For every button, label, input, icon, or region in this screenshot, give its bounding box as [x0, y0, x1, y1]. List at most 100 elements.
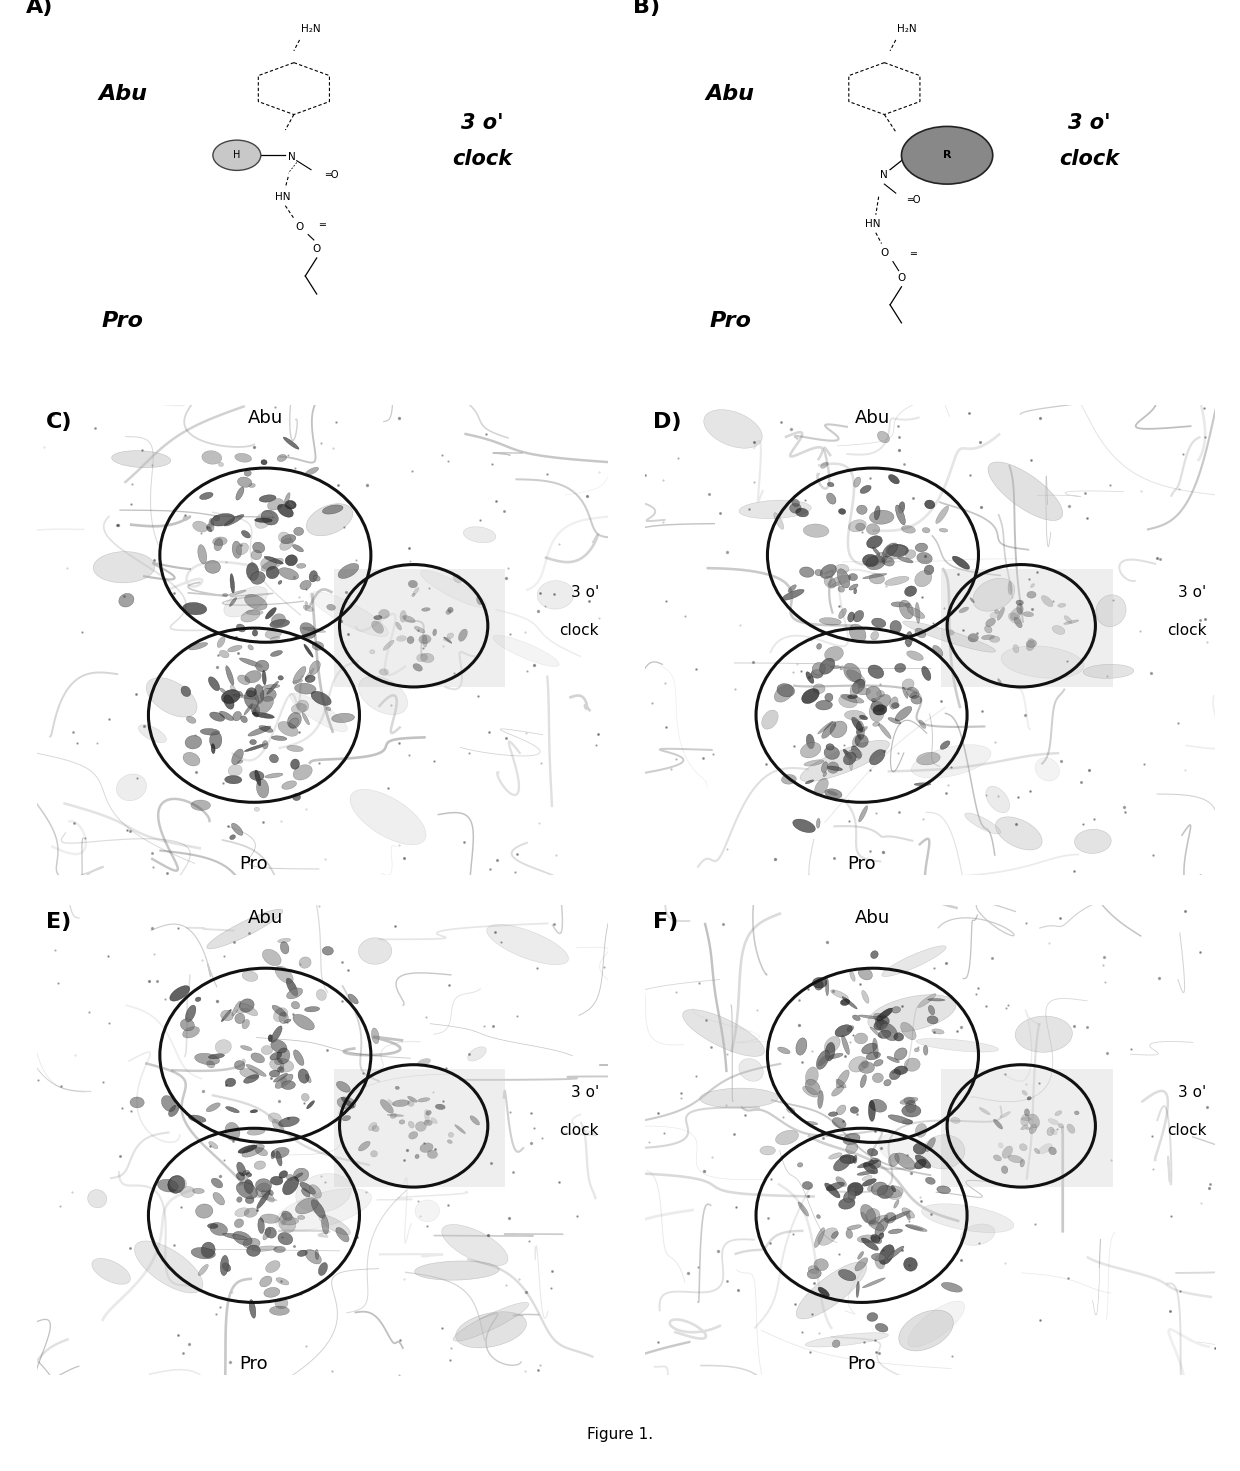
Ellipse shape — [186, 716, 196, 724]
Ellipse shape — [262, 510, 278, 525]
Ellipse shape — [255, 1183, 270, 1197]
Ellipse shape — [326, 605, 336, 610]
Ellipse shape — [202, 450, 222, 465]
Ellipse shape — [229, 834, 236, 840]
Ellipse shape — [833, 1156, 851, 1171]
Ellipse shape — [278, 581, 281, 584]
Ellipse shape — [928, 1016, 939, 1024]
Ellipse shape — [806, 734, 815, 749]
Text: N: N — [288, 152, 296, 162]
Ellipse shape — [873, 722, 879, 727]
Ellipse shape — [1055, 1111, 1061, 1115]
Ellipse shape — [279, 568, 299, 580]
Text: 3 o': 3 o' — [461, 113, 503, 132]
Ellipse shape — [228, 646, 242, 652]
Ellipse shape — [837, 1105, 846, 1115]
Ellipse shape — [228, 765, 242, 777]
Ellipse shape — [226, 1078, 236, 1087]
Ellipse shape — [925, 500, 935, 509]
Ellipse shape — [1029, 1124, 1037, 1134]
Ellipse shape — [910, 691, 916, 697]
Ellipse shape — [870, 1234, 880, 1243]
Ellipse shape — [1028, 638, 1034, 643]
Ellipse shape — [269, 755, 279, 763]
Ellipse shape — [918, 993, 936, 1008]
Ellipse shape — [915, 1124, 926, 1137]
Ellipse shape — [195, 997, 201, 1002]
Ellipse shape — [806, 672, 813, 684]
Ellipse shape — [879, 1133, 921, 1164]
Ellipse shape — [249, 1299, 255, 1318]
Ellipse shape — [232, 1002, 241, 1016]
Ellipse shape — [852, 718, 863, 731]
Ellipse shape — [925, 1177, 935, 1184]
Ellipse shape — [1021, 1125, 1028, 1130]
Ellipse shape — [269, 1058, 294, 1072]
Ellipse shape — [1028, 1114, 1039, 1128]
Ellipse shape — [310, 591, 388, 637]
Ellipse shape — [305, 1249, 321, 1264]
Text: ═: ═ — [910, 250, 916, 259]
Ellipse shape — [211, 513, 234, 527]
Ellipse shape — [298, 1215, 305, 1219]
Ellipse shape — [192, 1189, 205, 1193]
Ellipse shape — [208, 519, 215, 531]
Ellipse shape — [739, 1059, 764, 1081]
Ellipse shape — [262, 1190, 274, 1202]
Ellipse shape — [408, 580, 418, 588]
Ellipse shape — [226, 1106, 239, 1112]
Ellipse shape — [279, 533, 290, 544]
Ellipse shape — [262, 671, 267, 685]
Ellipse shape — [802, 1086, 818, 1097]
Ellipse shape — [861, 1212, 868, 1222]
Ellipse shape — [233, 694, 257, 699]
Ellipse shape — [878, 431, 889, 443]
Ellipse shape — [924, 565, 934, 575]
Ellipse shape — [263, 1228, 270, 1240]
Ellipse shape — [879, 1244, 894, 1265]
Ellipse shape — [1030, 584, 1034, 587]
Ellipse shape — [869, 574, 884, 584]
Ellipse shape — [900, 1022, 916, 1040]
Ellipse shape — [208, 1053, 224, 1059]
Ellipse shape — [866, 1209, 880, 1224]
Ellipse shape — [210, 712, 224, 721]
Text: Abu: Abu — [856, 909, 890, 927]
Ellipse shape — [821, 462, 828, 468]
Ellipse shape — [862, 1043, 877, 1053]
Ellipse shape — [201, 728, 219, 736]
Ellipse shape — [898, 556, 913, 563]
Ellipse shape — [874, 506, 880, 519]
Ellipse shape — [254, 1161, 265, 1169]
Ellipse shape — [807, 1269, 821, 1278]
Ellipse shape — [269, 1071, 280, 1077]
Ellipse shape — [870, 1236, 882, 1244]
Ellipse shape — [941, 1283, 962, 1292]
Ellipse shape — [255, 1196, 277, 1200]
Ellipse shape — [267, 681, 279, 694]
Ellipse shape — [281, 534, 296, 544]
Ellipse shape — [861, 1075, 867, 1087]
Ellipse shape — [868, 665, 884, 678]
Ellipse shape — [899, 600, 914, 619]
Ellipse shape — [816, 1215, 821, 1218]
Ellipse shape — [322, 946, 334, 955]
Text: clock: clock — [1167, 1124, 1207, 1139]
Ellipse shape — [417, 653, 428, 662]
Ellipse shape — [863, 574, 887, 578]
Ellipse shape — [419, 634, 432, 644]
Ellipse shape — [835, 565, 849, 574]
Ellipse shape — [244, 671, 262, 683]
Ellipse shape — [237, 624, 246, 633]
Ellipse shape — [222, 594, 228, 596]
Ellipse shape — [216, 1040, 232, 1053]
Ellipse shape — [206, 1103, 221, 1112]
Ellipse shape — [264, 1287, 280, 1297]
Ellipse shape — [921, 1203, 1014, 1233]
Ellipse shape — [304, 644, 312, 658]
Ellipse shape — [146, 678, 197, 716]
Ellipse shape — [841, 999, 849, 1006]
Ellipse shape — [239, 1003, 258, 1016]
Ellipse shape — [815, 1228, 825, 1247]
Ellipse shape — [285, 500, 296, 509]
